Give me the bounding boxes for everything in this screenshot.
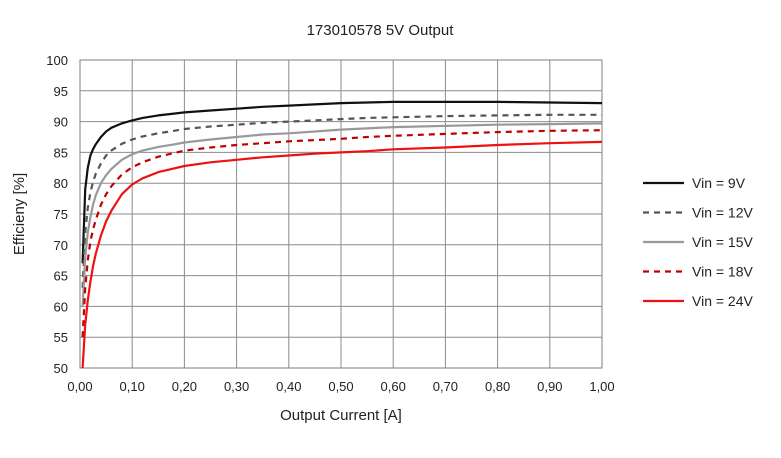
legend-label-5: Vin = 24V — [692, 293, 754, 309]
x-tick-label: 0,20 — [172, 379, 197, 394]
x-tick-label: 0,50 — [328, 379, 353, 394]
y-tick-labels: 50 55 60 65 70 75 80 85 90 95 100 — [46, 53, 68, 376]
y-tick-label: 95 — [54, 84, 68, 99]
y-tick-label: 85 — [54, 145, 68, 160]
y-tick-label: 60 — [54, 299, 68, 314]
x-axis-label: Output Current [A] — [280, 407, 402, 424]
legend-label-2: Vin = 12V — [692, 205, 754, 221]
y-tick-label: 80 — [54, 176, 68, 191]
series-lines — [81, 100, 603, 369]
y-tick-label: 75 — [54, 207, 68, 222]
x-tick-label: 0,40 — [276, 379, 301, 394]
x-tick-label: 0,30 — [224, 379, 249, 394]
series-line-3 — [81, 122, 603, 307]
y-tick-label: 70 — [54, 238, 68, 253]
y-axis-label: Efficieny [%] — [11, 173, 28, 255]
series-line-2 — [81, 113, 602, 288]
y-tick-label: 100 — [46, 53, 68, 68]
y-tick-label: 50 — [54, 361, 68, 376]
grid — [79, 59, 603, 369]
y-tick-label: 55 — [54, 330, 68, 345]
legend: Vin = 9V Vin = 12V Vin = 15V Vin = 18V Vin =… — [643, 175, 754, 309]
y-tick-label: 90 — [54, 115, 68, 130]
chart-title: 173010578 5V Output — [307, 22, 455, 39]
x-tick-label: 0,00 — [67, 379, 92, 394]
legend-label-4: Vin = 18V — [692, 264, 754, 280]
plot-area-border — [79, 59, 603, 369]
x-tick-label: 0,70 — [433, 379, 458, 394]
series-line-5 — [81, 140, 603, 369]
x-tick-label: 0,60 — [381, 379, 406, 394]
x-tick-label: 0,10 — [120, 379, 145, 394]
x-tick-labels: 0,00 0,10 0,20 0,30 0,40 0,50 0,60 0,70 0,80 0,90… — [67, 379, 614, 394]
x-tick-label: 0,80 — [485, 379, 510, 394]
x-tick-label: 0,90 — [537, 379, 562, 394]
x-tick-label: 1,00 — [589, 379, 614, 394]
legend-label-3: Vin = 15V — [692, 234, 754, 250]
series-line-1 — [81, 100, 603, 264]
series-line-4 — [81, 129, 603, 338]
legend-label-1: Vin = 9V — [692, 175, 746, 191]
y-tick-label: 65 — [54, 269, 68, 284]
